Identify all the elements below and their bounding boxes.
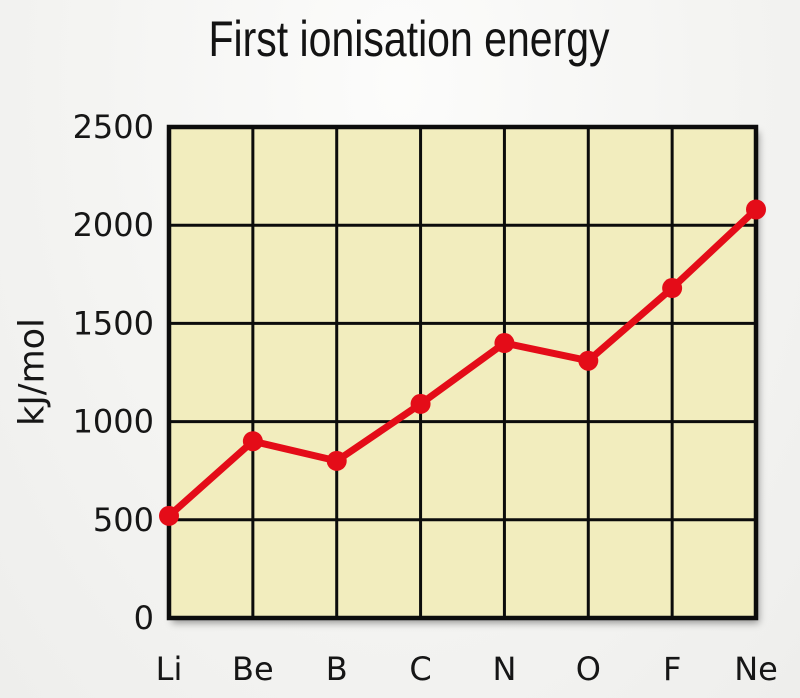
x-tick-label-O: O (576, 650, 601, 688)
data-point-O (578, 350, 599, 371)
data-point-Be (242, 431, 263, 452)
data-line (165, 205, 760, 520)
x-tick-label-F: F (663, 650, 681, 688)
x-tick-label-Be: Be (232, 650, 274, 688)
data-point-F (662, 278, 683, 299)
y-tick-label-1500: 1500 (73, 304, 154, 342)
data-point-Li (159, 505, 179, 526)
y-tick-label-1000: 1000 (73, 403, 154, 441)
x-tick-label-B: B (326, 650, 348, 688)
y-tick-label-2000: 2000 (73, 206, 154, 244)
data-point-Ne (746, 199, 766, 220)
x-tick-label-N: N (492, 650, 516, 688)
x-tick-label-C: C (409, 650, 431, 688)
data-point-B (326, 450, 347, 471)
y-tick-label-500: 500 (93, 501, 154, 539)
data-point-C (410, 393, 431, 414)
chart-title: First ionisation energy (208, 11, 610, 67)
y-tick-label-0: 0 (134, 599, 154, 637)
x-tick-label-Li: Li (156, 650, 183, 688)
plot-border (166, 124, 759, 621)
x-tick-label-Ne: Ne (734, 650, 778, 688)
y-tick-label-2500: 2500 (73, 108, 154, 146)
data-point-N (494, 333, 515, 354)
